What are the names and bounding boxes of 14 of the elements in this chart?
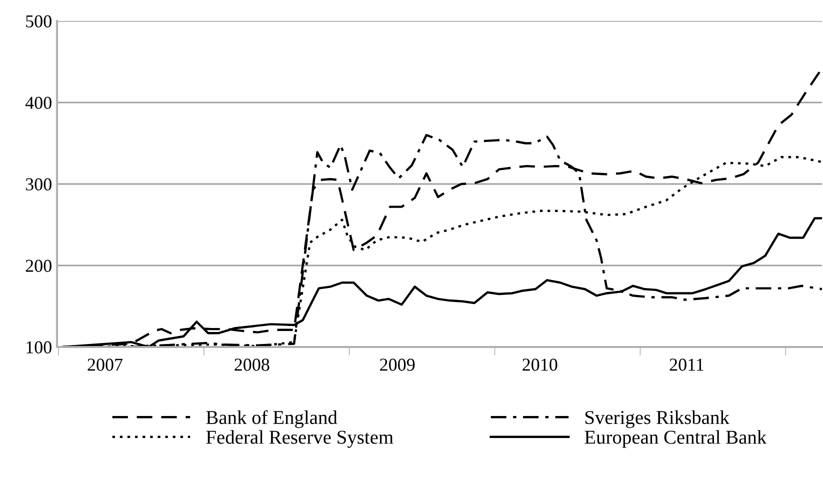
x-tick-label: 2008 xyxy=(234,358,270,371)
x-tick-label: 2011 xyxy=(670,358,704,371)
x-tick-label: 2009 xyxy=(380,358,415,371)
x-tick-label: 2007 xyxy=(88,358,123,371)
x-tick-label: 2010 xyxy=(522,358,558,371)
y-tick-label: 200 xyxy=(26,260,52,272)
y-tick-label: 100 xyxy=(26,341,52,354)
legend-label: European Central Bank xyxy=(584,430,767,448)
y-tick-label: 300 xyxy=(26,178,52,190)
legend-label: Sveriges Riksbank xyxy=(585,410,730,428)
y-tick-label: 400 xyxy=(25,96,52,109)
legend-label: Federal Reserve System xyxy=(206,430,394,448)
y-tick-label: 500 xyxy=(26,15,52,28)
legend-label: Bank of England xyxy=(206,410,338,428)
